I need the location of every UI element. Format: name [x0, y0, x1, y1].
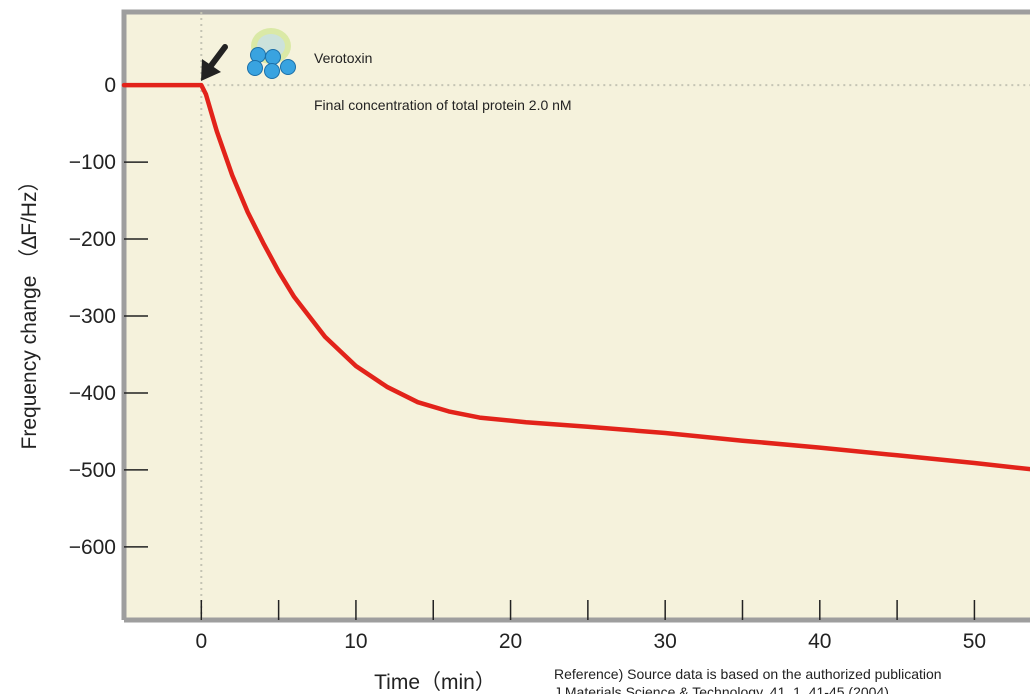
- x-tick-label: 10: [344, 630, 367, 653]
- y-tick-label: −300: [69, 305, 116, 328]
- injection-arrow-icon: [201, 44, 228, 81]
- verotoxin-protein-icon: [247, 28, 296, 79]
- y-axis: 0 −100 −200 −300 −400 −500 −600: [69, 74, 148, 559]
- y-tick-label: −600: [69, 536, 116, 559]
- reference-line-1: Reference) Source data is based on the a…: [554, 666, 942, 682]
- x-axis: 0 10 20 30 40 50: [195, 600, 986, 653]
- x-tick-label: 30: [653, 630, 676, 653]
- plot-background: [124, 12, 1030, 620]
- x-tick-label: 20: [499, 630, 522, 653]
- x-tick-label: 0: [195, 630, 207, 653]
- injection-label: Verotoxin: [314, 50, 372, 66]
- y-tick-label: −400: [69, 382, 116, 405]
- y-axis-title: Frequency change （∆F/Hz）: [18, 171, 41, 450]
- x-tick-label: 40: [808, 630, 831, 653]
- y-tick-label: −200: [69, 228, 116, 251]
- x-tick-label: 50: [963, 630, 986, 653]
- y-tick-label: −500: [69, 459, 116, 482]
- y-tick-label: −100: [69, 151, 116, 174]
- plot-frame: [121, 9, 1030, 620]
- frequency-change-line: [121, 82, 1030, 472]
- x-axis-title: Time（min）: [374, 671, 496, 694]
- y-tick-label: 0: [104, 74, 116, 97]
- concentration-note: Final concentration of total protein 2.0…: [314, 97, 572, 113]
- reference-line-2: J.Materials Science & Technology, 41, 1,…: [554, 684, 889, 694]
